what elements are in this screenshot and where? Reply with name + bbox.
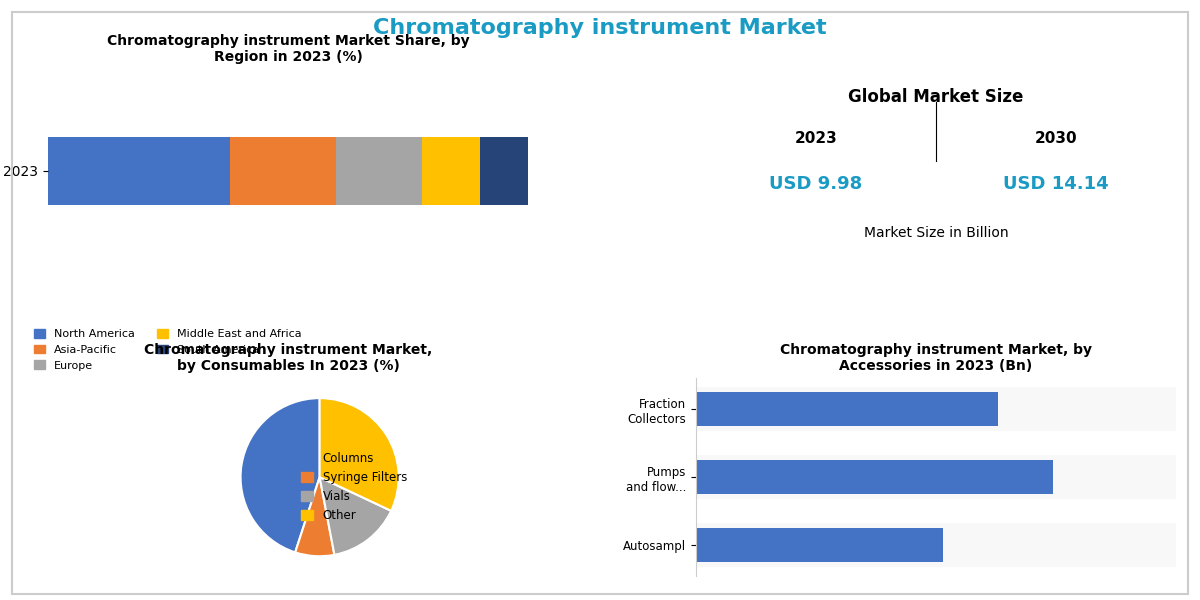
Bar: [696, 460, 1052, 494]
Bar: [48, 137, 230, 205]
Title: Chromatography instrument Market,
by Consumables In 2023 (%): Chromatography instrument Market, by Con…: [144, 343, 432, 373]
Bar: [336, 137, 422, 205]
Wedge shape: [240, 398, 319, 553]
Bar: [696, 528, 943, 562]
Text: Global Market Size: Global Market Size: [848, 88, 1024, 106]
Wedge shape: [319, 398, 398, 511]
Bar: [696, 523, 1176, 567]
Wedge shape: [295, 477, 335, 556]
Title: Chromatography instrument Market, by
Accessories in 2023 (Bn): Chromatography instrument Market, by Acc…: [780, 343, 1092, 373]
Text: 2030: 2030: [1034, 131, 1078, 146]
Text: Chromatography instrument Market: Chromatography instrument Market: [373, 18, 827, 38]
Text: Market Size in Billion: Market Size in Billion: [864, 226, 1008, 240]
Legend: North America, Asia-Pacific, Europe, Middle East and Africa, South America: North America, Asia-Pacific, Europe, Mid…: [30, 325, 306, 375]
Bar: [230, 137, 336, 205]
Bar: [696, 392, 997, 427]
Text: USD 9.98: USD 9.98: [769, 175, 863, 193]
Text: 2023: 2023: [794, 131, 838, 146]
Text: USD 14.14: USD 14.14: [1003, 175, 1109, 193]
Title: Chromatography instrument Market Share, by
Region in 2023 (%): Chromatography instrument Market Share, …: [107, 34, 469, 64]
Legend: Columns, Syringe Filters, Vials, Other: Columns, Syringe Filters, Vials, Other: [296, 448, 412, 527]
Bar: [696, 455, 1176, 499]
Wedge shape: [319, 477, 391, 555]
Bar: [480, 137, 528, 205]
Bar: [696, 388, 1176, 431]
Bar: [422, 137, 480, 205]
